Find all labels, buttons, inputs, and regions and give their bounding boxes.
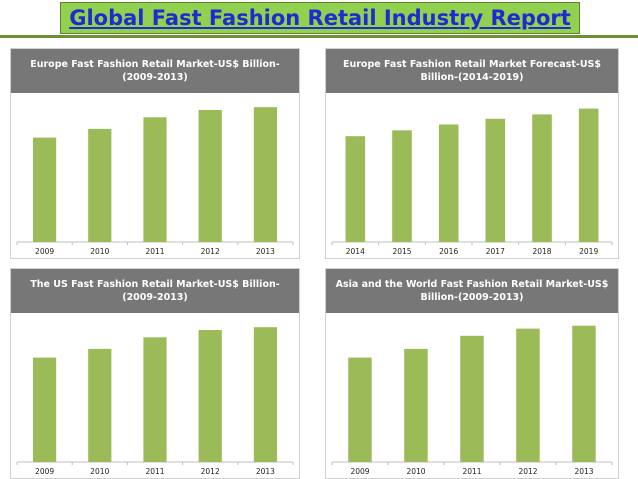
x-tick-label: 2013	[256, 467, 275, 476]
chart-title: Asia and the World Fast Fashion Retail M…	[326, 269, 618, 313]
bar-2009	[348, 357, 372, 462]
x-tick-label: 2018	[532, 247, 551, 256]
bar-chart: 2014 2015 2016 2017 2018 2019	[331, 108, 613, 256]
bar-2011	[143, 117, 167, 242]
bar-2014	[345, 136, 366, 242]
x-tick-label: 2013	[256, 247, 275, 256]
x-tick-label: 2012	[518, 467, 537, 476]
bar-2015	[392, 130, 412, 242]
bar-2012	[198, 330, 222, 462]
title-box: Global Fast Fashion Retail Industry Repo…	[60, 2, 580, 34]
x-tick-label: 2017	[486, 247, 505, 256]
x-tick-label: 2011	[145, 247, 164, 256]
bar-2009	[33, 137, 57, 242]
x-tick-label: 2009	[350, 467, 369, 476]
bar-2010	[88, 348, 112, 462]
x-tick-label: 2014	[346, 247, 365, 256]
x-tick-label: 2016	[439, 247, 458, 256]
chart-panel-europe-2009-2013: Europe Fast Fashion Retail Market-US$ Bi…	[10, 48, 300, 259]
x-tick-label: 2010	[406, 467, 425, 476]
bar-2012	[516, 328, 540, 462]
bar-2017	[485, 118, 506, 243]
x-tick-label: 2019	[579, 247, 598, 256]
x-tick-label: 2012	[201, 247, 220, 256]
bar-2012	[198, 110, 222, 242]
bar-2011	[460, 335, 484, 462]
x-tick-label: 2011	[462, 467, 481, 476]
chart-title: The US Fast Fashion Retail Market-US$ Bi…	[11, 269, 299, 313]
chart-title: Europe Fast Fashion Retail Market Foreca…	[326, 49, 618, 93]
x-tick-label: 2009	[35, 247, 54, 256]
bar-2010	[88, 128, 112, 242]
title-bar: Global Fast Fashion Retail Industry Repo…	[0, 0, 638, 38]
chart-panel-europe-forecast-2014-2019: Europe Fast Fashion Retail Market Foreca…	[325, 48, 619, 259]
chart-panel-asia-world-2009-2013: Asia and the World Fast Fashion Retail M…	[325, 268, 619, 479]
x-tick-label: 2015	[392, 247, 411, 256]
x-tick-label: 2012	[201, 467, 220, 476]
bar-2011	[143, 337, 167, 462]
x-tick-label: 2011	[145, 467, 164, 476]
chart-title: Europe Fast Fashion Retail Market-US$ Bi…	[11, 49, 299, 93]
x-tick-label: 2010	[90, 247, 109, 256]
bar-2010	[404, 348, 428, 462]
x-tick-label: 2013	[574, 467, 593, 476]
bar-2013	[253, 327, 277, 462]
chart-panel-us-2009-2013: The US Fast Fashion Retail Market-US$ Bi…	[10, 268, 300, 479]
bar-2019	[578, 108, 599, 242]
bar-2013	[572, 325, 596, 462]
x-tick-label: 2009	[35, 467, 54, 476]
bar-2018	[532, 114, 552, 242]
page-title: Global Fast Fashion Retail Industry Repo…	[69, 6, 571, 30]
bar-2016	[438, 124, 459, 242]
x-tick-label: 2010	[90, 467, 109, 476]
bar-chart: 2009 2010 2011 2012 2013	[16, 107, 294, 256]
bar-chart: 2009 2010 2011 2012 2013	[331, 325, 613, 476]
bar-2009	[33, 357, 57, 462]
bar-chart: 2009 2010 2011 2012 2013	[16, 327, 294, 476]
bar-2013	[253, 107, 277, 242]
